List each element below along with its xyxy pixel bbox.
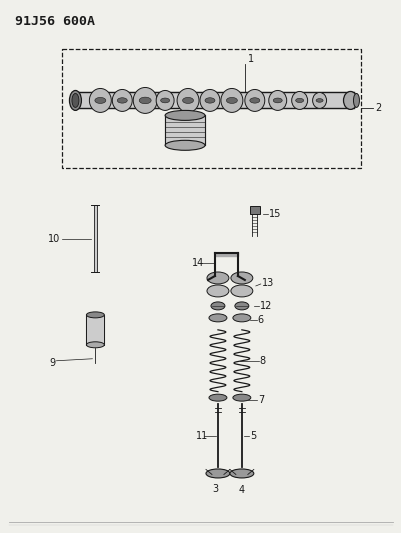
Ellipse shape: [95, 98, 105, 103]
Ellipse shape: [209, 314, 226, 322]
Bar: [62, 49, 360, 168]
Ellipse shape: [342, 92, 356, 109]
Text: 12: 12: [259, 301, 271, 311]
Ellipse shape: [232, 314, 250, 322]
Ellipse shape: [249, 98, 259, 103]
Text: 8: 8: [259, 356, 265, 366]
Bar: [94, 205, 97, 272]
Text: 5: 5: [249, 431, 255, 441]
Ellipse shape: [112, 90, 132, 111]
Ellipse shape: [209, 394, 226, 401]
Text: 3: 3: [211, 484, 218, 495]
Ellipse shape: [234, 302, 248, 310]
Text: 7: 7: [257, 394, 263, 405]
Ellipse shape: [232, 394, 250, 401]
Ellipse shape: [230, 272, 252, 284]
Text: 4: 4: [238, 486, 244, 495]
Ellipse shape: [139, 97, 151, 104]
Ellipse shape: [207, 285, 228, 297]
Ellipse shape: [177, 88, 198, 112]
Ellipse shape: [315, 99, 322, 102]
Ellipse shape: [221, 88, 242, 112]
Ellipse shape: [230, 285, 252, 297]
Ellipse shape: [205, 98, 215, 103]
Text: 11: 11: [196, 431, 208, 441]
Text: 91J56 600A: 91J56 600A: [14, 15, 94, 28]
Bar: [249, 206, 259, 214]
Ellipse shape: [207, 272, 228, 284]
Ellipse shape: [295, 99, 303, 102]
Ellipse shape: [69, 91, 81, 110]
Ellipse shape: [165, 110, 205, 120]
Ellipse shape: [226, 98, 237, 103]
Text: 14: 14: [192, 258, 204, 268]
Ellipse shape: [273, 98, 282, 103]
Text: 10: 10: [48, 233, 60, 244]
Ellipse shape: [133, 87, 157, 114]
Ellipse shape: [165, 140, 205, 150]
Ellipse shape: [182, 98, 193, 103]
Ellipse shape: [244, 90, 264, 111]
Text: 1: 1: [247, 53, 253, 63]
Text: 9: 9: [49, 358, 55, 368]
Ellipse shape: [229, 469, 253, 478]
Ellipse shape: [86, 312, 104, 318]
Ellipse shape: [89, 88, 111, 112]
Ellipse shape: [200, 90, 219, 111]
Ellipse shape: [160, 98, 169, 103]
Ellipse shape: [205, 469, 229, 478]
Ellipse shape: [72, 93, 79, 108]
Ellipse shape: [268, 91, 286, 110]
Text: 13: 13: [261, 278, 273, 288]
Ellipse shape: [86, 342, 104, 348]
Ellipse shape: [211, 302, 224, 310]
Ellipse shape: [156, 91, 174, 110]
Text: 15: 15: [268, 209, 280, 219]
Ellipse shape: [117, 98, 127, 103]
Ellipse shape: [352, 93, 358, 108]
Ellipse shape: [312, 92, 326, 108]
Ellipse shape: [291, 92, 307, 109]
Text: 6: 6: [257, 315, 263, 325]
Text: 2: 2: [375, 103, 381, 114]
